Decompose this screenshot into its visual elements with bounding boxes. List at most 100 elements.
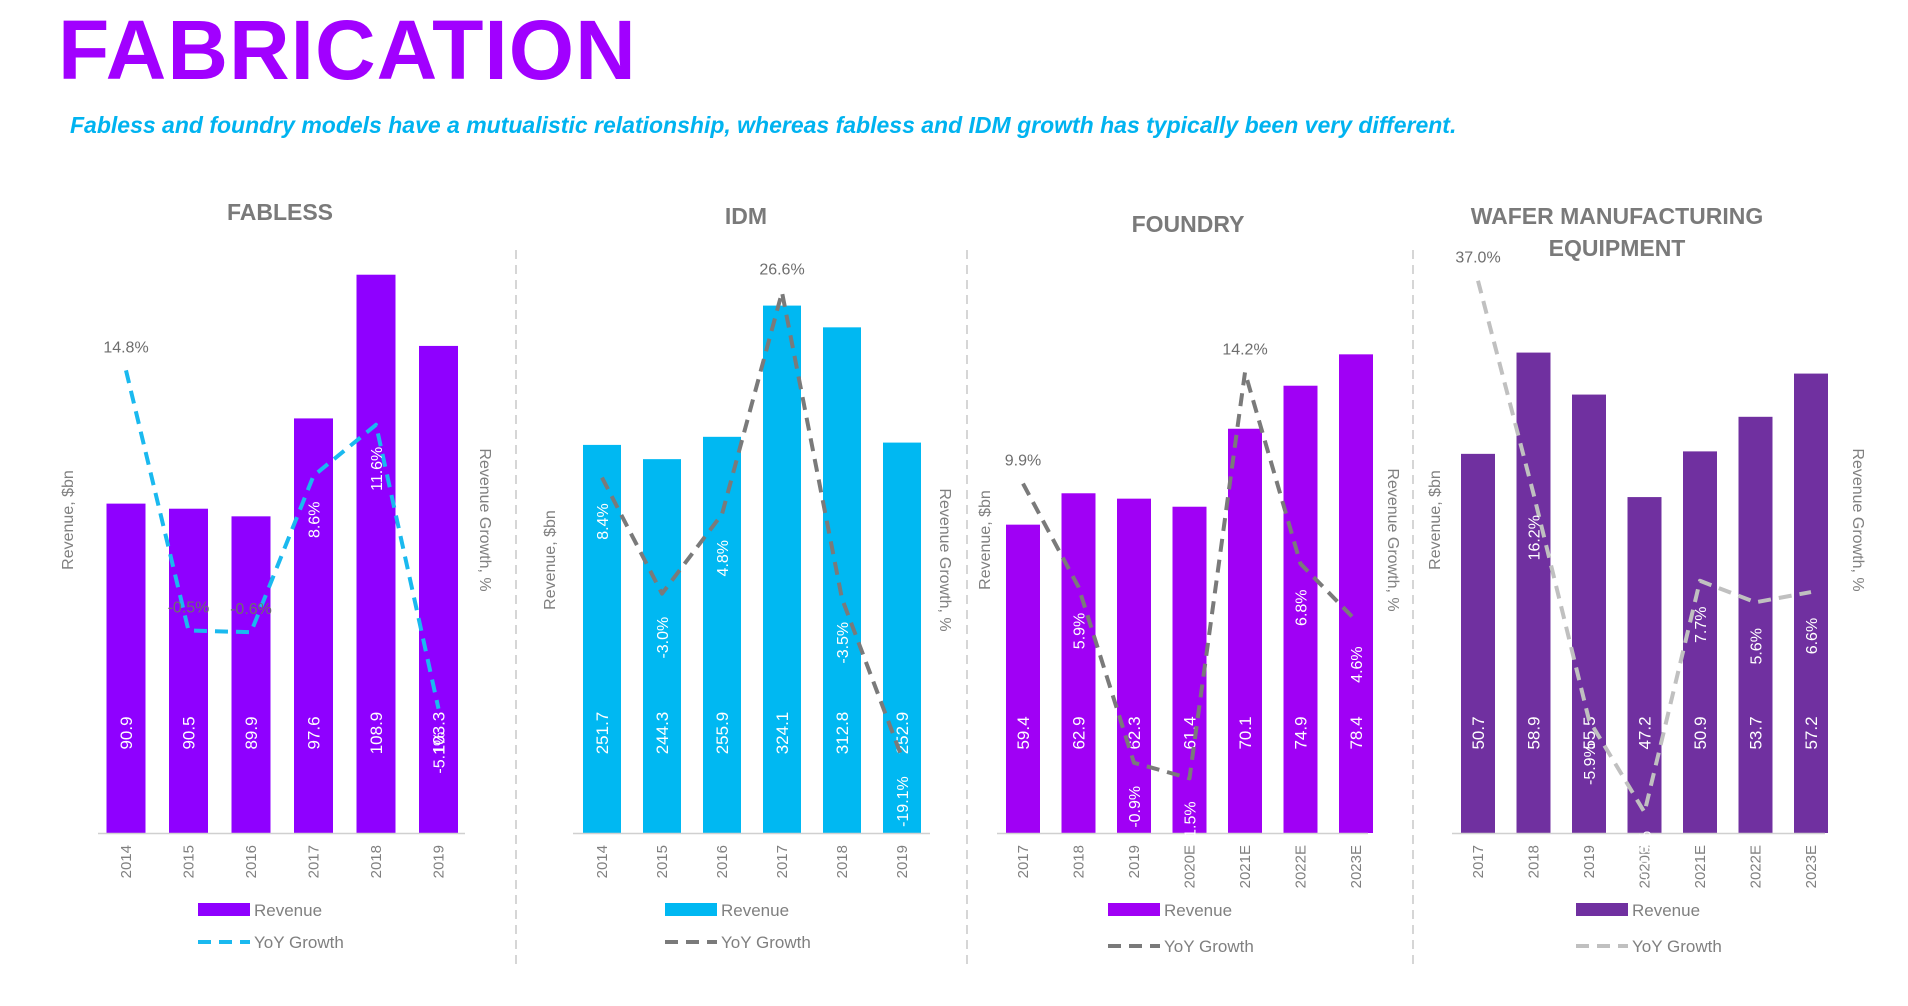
x-tick-label: 2014 [118, 845, 135, 878]
legend-revenue-swatch [665, 903, 717, 916]
revenue-value-label: 47.2 [1636, 716, 1655, 749]
chart-title: FABLESS [227, 199, 333, 225]
revenue-bar [1172, 506, 1207, 833]
growth-value-label: 9.9% [1005, 453, 1041, 470]
revenue-bar [1572, 394, 1606, 833]
revenue-value-label: 89.9 [242, 716, 261, 749]
growth-value-label: 6.8% [1294, 589, 1311, 625]
revenue-value-label: 50.9 [1691, 716, 1710, 749]
revenue-value-label: 244.3 [653, 712, 672, 755]
growth-value-label: -0.6% [230, 601, 272, 618]
x-tick-label: 2022E [1293, 845, 1310, 888]
revenue-bar [1461, 453, 1495, 833]
growth-value-label: -1.5% [1183, 801, 1200, 843]
revenue-value-label: 251.7 [593, 712, 612, 755]
yoy-growth-line [600, 290, 904, 759]
legend-revenue-label: Revenue [721, 901, 789, 920]
chart-foundry: FOUNDRY Revenue, $bn Revenue Growth, % 2017… [977, 211, 1401, 956]
growth-value-label: -0.9% [1127, 786, 1144, 828]
x-tick-label: 2022E [1748, 845, 1765, 888]
revenue-value-label: 53.7 [1747, 716, 1766, 749]
growth-value-label: 5.6% [1749, 628, 1766, 664]
revenue-value-label: 59.4 [1014, 716, 1033, 749]
revenue-value-label: 252.9 [893, 712, 912, 755]
revenue-bar [1339, 354, 1373, 833]
revenue-bar [1228, 428, 1262, 833]
x-tick-label: 2017 [306, 845, 323, 878]
growth-value-label: 37.0% [1455, 250, 1500, 267]
revenue-bar [231, 516, 271, 833]
x-tick-label: 2016 [243, 845, 260, 878]
yoy-growth-line [1021, 370, 1358, 781]
revenue-bar [1117, 498, 1151, 833]
revenue-bar [883, 442, 921, 833]
legend-growth-label: YoY Growth [1632, 937, 1722, 956]
y-axis-title: Revenue, $bn [977, 490, 994, 590]
revenue-value-label: 74.9 [1292, 716, 1311, 749]
growth-value-label: 14.8% [103, 339, 148, 356]
growth-value-label: 4.6% [1349, 646, 1366, 682]
growth-value-label: 14.2% [1222, 341, 1267, 358]
revenue-value-label: 57.2 [1802, 716, 1821, 749]
legend-revenue-label: Revenue [254, 901, 322, 920]
revenue-bar [1627, 497, 1662, 833]
legend-revenue-label: Revenue [1164, 901, 1232, 920]
revenue-value-label: 103.3 [430, 712, 449, 755]
revenue-value-label: 312.8 [833, 712, 852, 755]
y2-axis-title: Revenue Growth, % [1849, 448, 1866, 591]
x-tick-label: 2023E [1803, 845, 1820, 888]
y2-axis-title: Revenue Growth, % [476, 448, 493, 591]
growth-value-label: -14.9% [1638, 831, 1655, 882]
x-tick-label: 2020E [1182, 845, 1199, 888]
growth-value-label: -19.1% [895, 776, 912, 827]
chart-fabless: FABLESS Revenue, $bn Revenue Growth, % 2014… [60, 199, 493, 952]
legend-revenue-swatch [1576, 903, 1628, 916]
revenue-value-label: 90.9 [117, 716, 136, 749]
revenue-bar [1061, 493, 1096, 833]
growth-value-label: -5.1% [432, 732, 449, 774]
revenue-bar [1283, 385, 1318, 833]
revenue-value-label: 55.5 [1580, 716, 1599, 749]
x-tick-label: 2017 [1470, 845, 1487, 878]
revenue-bar [1794, 373, 1828, 833]
y-axis-title: Revenue, $bn [542, 510, 559, 610]
yoy-growth-line [1476, 280, 1812, 815]
y2-axis-title: Revenue Growth, % [1384, 468, 1401, 611]
x-tick-label: 2018 [1526, 845, 1543, 878]
revenue-bar [823, 327, 861, 833]
growth-value-label: 4.8% [715, 540, 732, 576]
x-tick-label: 2019 [1581, 845, 1598, 878]
y-axis-title: Revenue, $bn [1427, 470, 1444, 570]
revenue-bar [763, 305, 801, 834]
revenue-bar [294, 418, 333, 833]
chart-idm: IDM Revenue, $bn Revenue Growth, % 2014 2015… [542, 203, 953, 952]
legend-revenue-swatch [198, 903, 250, 916]
legend-growth-label: YoY Growth [254, 933, 344, 952]
revenue-value-label: 58.9 [1525, 716, 1544, 749]
x-tick-label: 2021E [1692, 845, 1709, 888]
yoy-growth-line [124, 369, 441, 710]
revenue-bar [1738, 416, 1773, 833]
revenue-bar [583, 444, 621, 833]
x-tick-label: 2018 [368, 845, 385, 878]
revenue-value-label: 255.9 [713, 712, 732, 755]
revenue-value-label: 108.9 [367, 712, 386, 755]
y2-axis-title: Revenue Growth, % [936, 488, 953, 631]
growth-value-label: -5.9% [1582, 743, 1599, 785]
revenue-value-label: 61.4 [1181, 716, 1200, 749]
revenue-bar [169, 508, 208, 833]
growth-value-label: 7.7% [1693, 607, 1710, 643]
revenue-bar [643, 459, 681, 833]
revenue-value-label: 78.4 [1347, 716, 1366, 749]
growth-value-label: -0.5% [168, 600, 210, 617]
x-tick-label: 2023E [1348, 845, 1365, 888]
x-tick-label: 2015 [181, 845, 198, 878]
revenue-value-label: 324.1 [773, 712, 792, 755]
legend-growth-label: YoY Growth [721, 933, 811, 952]
legend-revenue-swatch [1108, 903, 1160, 916]
chart-title: WAFER MANUFACTURING [1471, 203, 1764, 229]
revenue-bar [1006, 524, 1040, 833]
revenue-bar [703, 436, 741, 833]
revenue-value-label: 70.1 [1236, 716, 1255, 749]
